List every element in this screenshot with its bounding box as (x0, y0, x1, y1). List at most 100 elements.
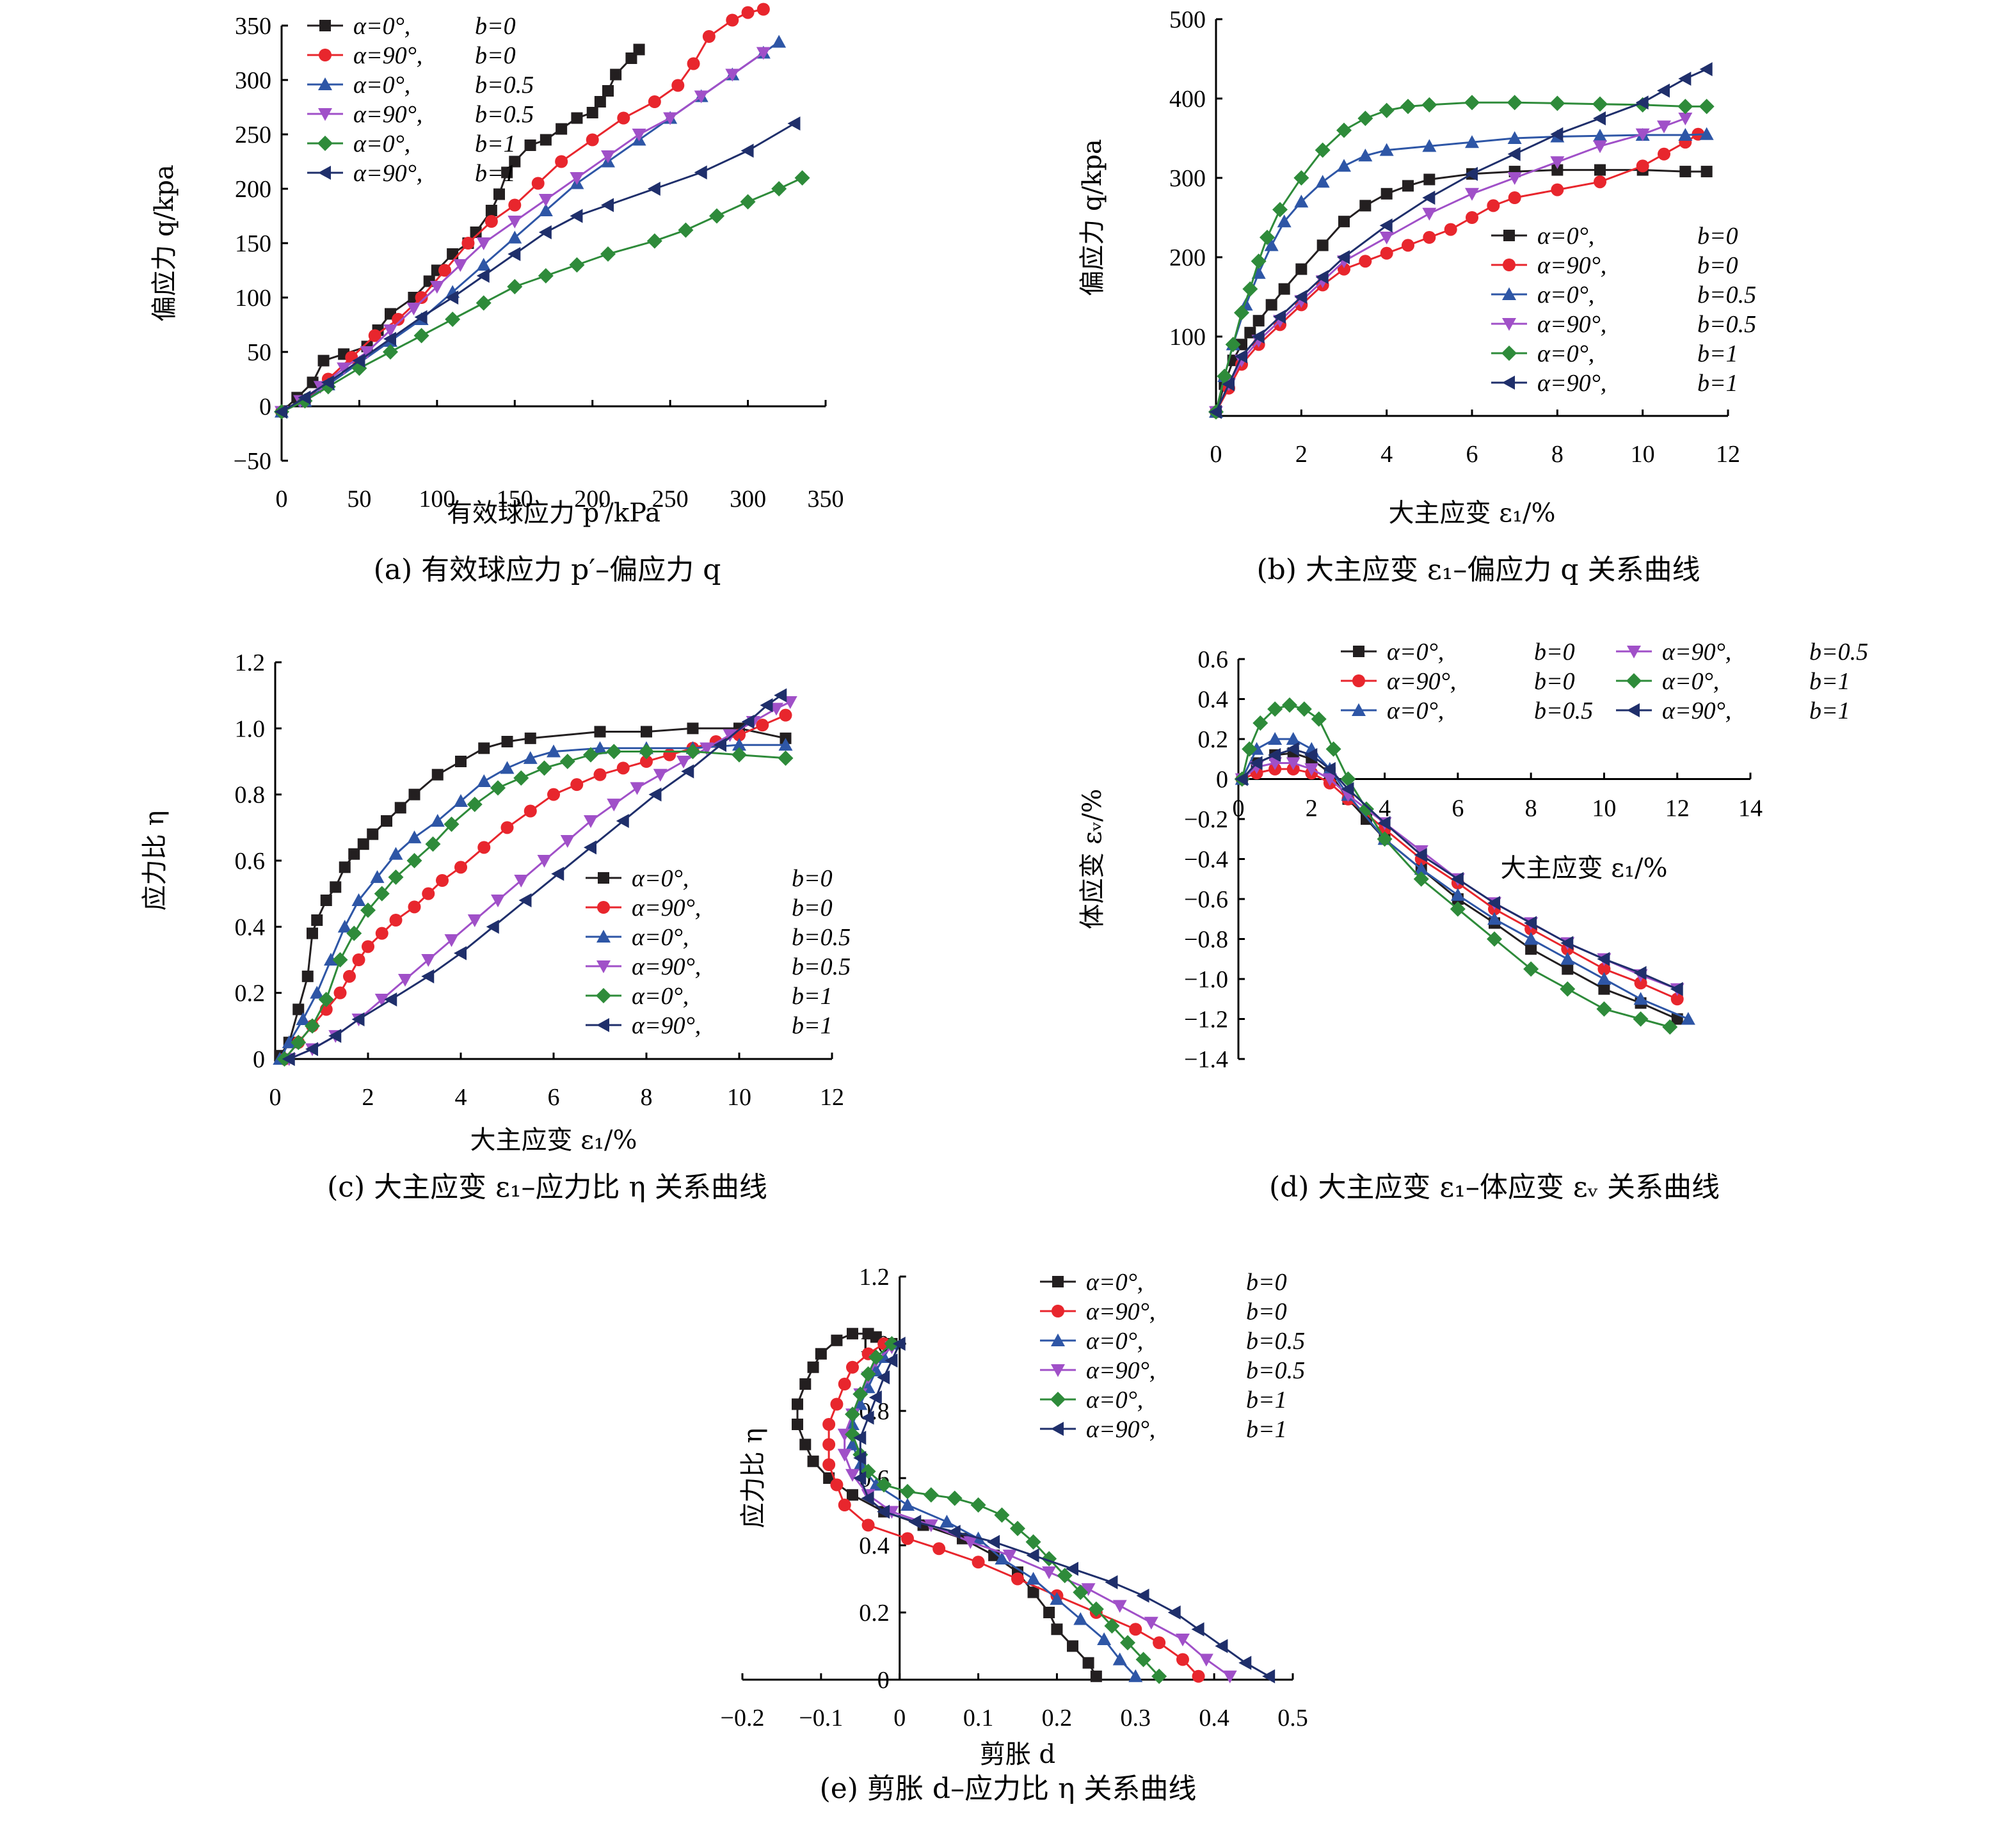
x-tick-label: 4 (1379, 795, 1391, 822)
data-point (648, 95, 661, 108)
data-point (1236, 338, 1247, 351)
data-point (861, 1518, 875, 1532)
data-point (1678, 128, 1693, 141)
x-tick-label: 0 (276, 486, 288, 513)
legend-item: α=90°, b=0 (1341, 668, 1575, 695)
series-line (1241, 738, 1689, 1020)
data-point (476, 237, 491, 250)
data-point (470, 227, 482, 238)
data-point (584, 840, 596, 855)
data-point (1234, 305, 1249, 321)
series-6 (853, 1337, 1276, 1684)
data-point (392, 313, 405, 326)
legend-marker (318, 77, 332, 90)
legend-alpha: α=90°, (1086, 1298, 1155, 1325)
x-tick-label: 8 (641, 1084, 653, 1111)
data-point (547, 744, 561, 758)
data-point (508, 247, 521, 261)
data-point (1067, 1640, 1078, 1652)
data-point (1402, 239, 1414, 252)
legend-marker (1051, 1422, 1064, 1436)
legend-alpha: α=0°, (1662, 668, 1719, 695)
data-point (860, 1366, 876, 1382)
data-point (1336, 122, 1352, 138)
data-point (714, 738, 726, 752)
legend: α=0°, b=0α=90°, b=0α=0°, b=0.5α=90°, b=0.5α=… (307, 13, 534, 187)
data-point (884, 1336, 900, 1351)
y-tick-label: 400 (1169, 86, 1206, 113)
x-axis-title: 大主应变 ε₁/% (1389, 498, 1556, 528)
data-point (1593, 129, 1607, 142)
data-point (422, 887, 435, 900)
x-tick-label: 0.1 (963, 1705, 994, 1732)
legend-marker (596, 988, 611, 1003)
data-point (988, 1549, 1000, 1561)
x-axis-title: 大主应变 ε₁/% (470, 1126, 637, 1155)
data-point (1073, 1612, 1088, 1625)
legend-item: α=90°, b=1 (586, 1012, 833, 1039)
legend-alpha: α=0°, (1387, 697, 1444, 724)
data-point (700, 742, 714, 756)
chart-d: 0 2 4 6 8 10 12 14−1.4−1.2−1.0−0.8−0.6−0.4−0.20… (1078, 639, 1868, 1073)
data-point (425, 836, 441, 852)
series-4 (1209, 113, 1693, 419)
legend-item: α=0°, b=0 (1341, 639, 1575, 665)
data-point (1286, 757, 1300, 770)
y-tick-label: 0.8 (235, 782, 266, 809)
data-point (383, 331, 396, 346)
series-line (844, 1346, 1231, 1678)
legend-marker (318, 166, 331, 180)
data-point (360, 346, 374, 359)
legend-marker (1052, 1276, 1064, 1287)
legend-alpha: α=0°, (632, 865, 689, 892)
legend-marker (1502, 318, 1516, 331)
data-point (586, 107, 598, 118)
legend-alpha: α=90°, (632, 953, 701, 980)
data-point (741, 715, 755, 729)
x-tick-label: 4 (1380, 441, 1393, 468)
data-point (1594, 175, 1606, 189)
data-point (1341, 782, 1354, 797)
data-point (1597, 972, 1612, 985)
legend-marker (1352, 703, 1366, 716)
caption-a: (a) 有效球应力 p′–偏应力 q (374, 553, 721, 586)
caption-e: (e) 剪胀 d–应力比 η 关系曲线 (820, 1772, 1197, 1805)
legend-b: b=0 (1246, 1298, 1287, 1325)
legend-b: b=0.5 (1697, 311, 1756, 338)
data-point (333, 986, 347, 999)
legend-marker (1051, 1333, 1065, 1346)
data-point (1264, 238, 1279, 251)
data-point (398, 974, 412, 987)
data-point (1050, 1592, 1064, 1605)
data-point (792, 1419, 803, 1430)
legend-item: α=0°, b=0.5 (1491, 282, 1756, 308)
y-tick-label: 500 (1169, 6, 1206, 33)
data-point (653, 768, 668, 782)
data-point (453, 259, 468, 272)
data-point (1414, 848, 1427, 863)
data-point (1242, 281, 1258, 297)
data-point (1222, 377, 1235, 392)
data-point (632, 129, 646, 141)
y-tick-label: −1.4 (1184, 1046, 1228, 1073)
data-point (536, 760, 552, 776)
data-point (1252, 715, 1268, 731)
data-point (1359, 801, 1374, 817)
data-point (616, 761, 630, 775)
data-point (838, 1499, 851, 1511)
data-point (337, 920, 352, 933)
data-point (1286, 732, 1300, 745)
data-point (847, 1328, 858, 1340)
x-tick-label: 0.4 (1199, 1705, 1229, 1732)
data-point (1679, 166, 1692, 178)
data-point (1379, 232, 1394, 244)
legend-alpha: α=0°, (632, 983, 689, 1010)
data-point (538, 225, 552, 239)
series-4 (837, 1341, 1237, 1684)
data-point (1066, 1561, 1078, 1576)
data-point (1267, 701, 1283, 717)
data-point (1657, 83, 1670, 98)
data-point (1325, 741, 1341, 757)
data-point (1209, 404, 1222, 419)
legend-item: α=0°, b=0.5 (1040, 1328, 1305, 1355)
